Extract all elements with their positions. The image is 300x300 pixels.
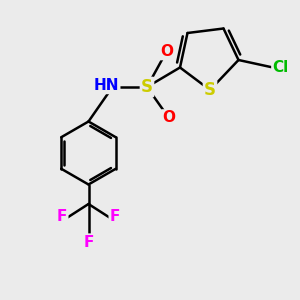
Text: F: F	[110, 209, 120, 224]
Text: F: F	[57, 209, 67, 224]
Text: O: O	[160, 44, 174, 59]
Text: O: O	[162, 110, 175, 125]
Text: S: S	[204, 81, 216, 99]
Text: F: F	[83, 235, 94, 250]
Text: Cl: Cl	[272, 60, 289, 75]
Text: S: S	[141, 78, 153, 96]
Text: HN: HN	[94, 78, 119, 93]
